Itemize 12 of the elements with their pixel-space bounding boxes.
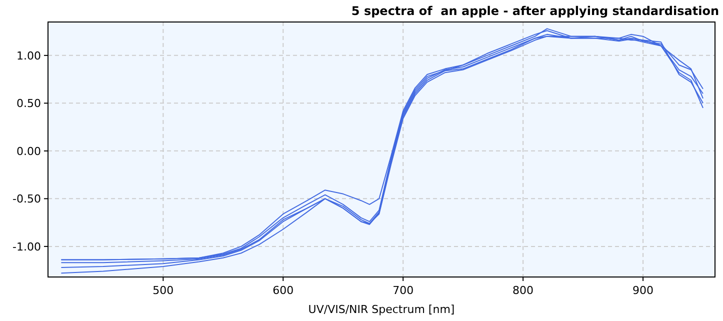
x-tick-label: 700 bbox=[392, 284, 414, 297]
y-tick-label: 1.00 bbox=[16, 49, 41, 62]
y-tick-label: -0.50 bbox=[12, 192, 41, 206]
x-axis-title: UV/VIS/NIR Spectrum [nm] bbox=[308, 303, 455, 316]
chart-title: 5 spectra of an apple - after applying standardisation bbox=[351, 4, 719, 18]
x-tick-label: 600 bbox=[272, 284, 294, 297]
x-tick-label: 500 bbox=[152, 284, 174, 297]
x-tick-label: 900 bbox=[632, 284, 654, 297]
y-tick-label: 0.00 bbox=[16, 144, 41, 158]
x-tick-label: 800 bbox=[512, 284, 534, 297]
y-tick-label: 0.50 bbox=[16, 97, 41, 110]
y-tick-label: -1.00 bbox=[12, 240, 41, 254]
